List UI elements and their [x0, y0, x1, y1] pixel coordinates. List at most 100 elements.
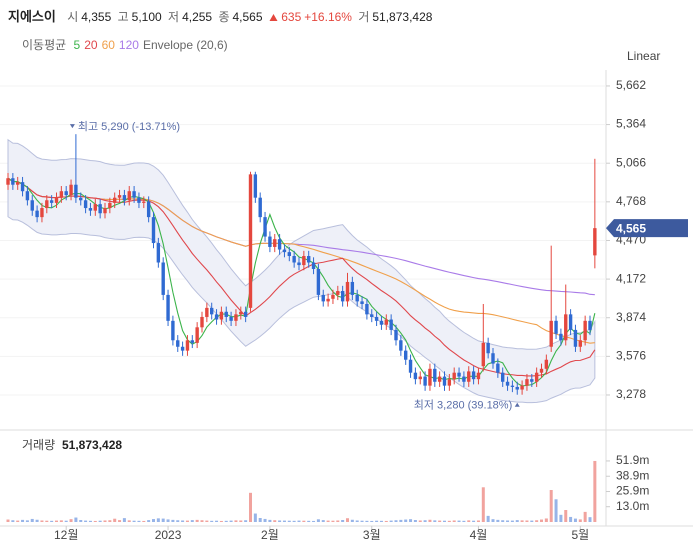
volume-bar — [171, 519, 175, 522]
candle-body — [534, 372, 539, 382]
candle-body — [234, 314, 238, 321]
volume-bar — [486, 515, 490, 522]
volume-bar — [573, 518, 577, 522]
candle-body — [549, 320, 553, 347]
candle-body — [176, 340, 180, 347]
volume-bar — [341, 520, 345, 522]
x-tick-label: 2월 — [261, 528, 279, 542]
candle-body — [568, 314, 573, 330]
candle-body — [93, 204, 97, 211]
candle-body — [108, 202, 112, 209]
candle-body — [370, 314, 374, 317]
volume-bar — [321, 520, 325, 522]
volume-bar — [472, 520, 476, 522]
candle-body — [282, 249, 287, 253]
candle-body — [360, 301, 364, 304]
volume-bar — [569, 516, 573, 522]
volume-bar — [152, 519, 155, 522]
candle-body — [467, 371, 471, 382]
volume-bar — [360, 520, 364, 522]
x-tick-label: 12월 — [54, 528, 78, 542]
volume-bar — [457, 520, 461, 522]
candle-body — [423, 376, 427, 386]
legend-entry[interactable]: 5 — [73, 38, 81, 52]
candle-body — [355, 294, 359, 302]
volume-bar — [297, 520, 301, 522]
candle-body — [471, 371, 476, 380]
volume-bar — [302, 520, 306, 522]
y-tick-label: 3,576 — [616, 349, 646, 363]
volume-bar — [122, 518, 126, 522]
volume-bar — [438, 520, 442, 522]
candle-body — [263, 217, 267, 237]
candle-body — [59, 191, 64, 198]
candle-body — [350, 281, 355, 295]
label: 시 — [67, 10, 79, 24]
candle-body — [331, 294, 335, 299]
candle-body — [384, 319, 388, 325]
candle-body — [340, 291, 345, 302]
volume-bar — [219, 520, 223, 522]
volume-bar — [263, 518, 267, 522]
high: 5,100 — [131, 10, 162, 24]
legend-entry[interactable]: Envelope (20,6) — [142, 38, 228, 52]
scale-label[interactable]: Linear — [627, 49, 660, 63]
volume-bar — [161, 518, 165, 522]
volume-bar — [210, 520, 214, 522]
volume-bar — [50, 520, 54, 522]
legend-entry[interactable]: 20 — [84, 38, 98, 52]
up-icon — [269, 14, 278, 22]
volume-bar — [132, 520, 136, 522]
y-tick-label: 4,768 — [616, 194, 646, 208]
x-tick-label: 2023 — [155, 528, 182, 542]
y-tick-label: 4,172 — [616, 271, 646, 285]
volume-bar — [239, 520, 243, 522]
annotation-marker — [69, 124, 75, 129]
volume-bar — [176, 520, 180, 522]
volume-bar — [593, 460, 597, 522]
y-tick-label: 5,364 — [616, 117, 646, 131]
candle-body — [302, 256, 306, 266]
y-tick-label: 51.9m — [616, 453, 649, 467]
volume-bar — [510, 520, 514, 522]
annotation-marker — [514, 402, 520, 407]
volume-bar — [578, 519, 582, 522]
candle-body — [316, 268, 321, 295]
candle-body — [404, 350, 408, 360]
candle-body — [166, 294, 170, 321]
candle-body — [311, 262, 316, 269]
legend-entry[interactable]: 60 — [101, 38, 115, 52]
y-tick-label: 3,874 — [616, 310, 646, 324]
candle-body — [525, 379, 529, 386]
candle-body — [520, 385, 524, 390]
volume-bar — [93, 520, 97, 522]
candle-body — [243, 311, 248, 317]
candle-body — [476, 372, 481, 380]
candle-body — [307, 256, 311, 263]
candle-body — [573, 329, 578, 347]
candle-body — [491, 353, 495, 364]
x-tick-label: 3월 — [363, 528, 381, 542]
candle-body — [142, 201, 146, 203]
volume-bar — [166, 519, 170, 522]
volume: 51,873,428 — [372, 10, 433, 24]
volume-bar — [540, 519, 543, 522]
candle-body — [171, 320, 175, 341]
volume-bar — [113, 518, 117, 522]
volume-bar — [583, 511, 587, 522]
legend-entry[interactable]: 120 — [118, 38, 139, 52]
candle-body — [389, 319, 393, 330]
candle-body — [98, 204, 102, 214]
candle-body — [399, 340, 403, 351]
candle-body — [277, 239, 282, 250]
candle-body — [287, 252, 291, 257]
candle-body — [248, 174, 253, 308]
candle-body — [554, 320, 558, 334]
candle-body — [544, 359, 549, 369]
volume-bar — [476, 520, 480, 522]
x-tick-label: 4월 — [470, 528, 488, 542]
open: 4,355 — [81, 10, 112, 24]
volume-bar — [287, 520, 291, 522]
volume-bar — [559, 514, 563, 522]
indicator-legend: 이동평균 5 20 60 120 Envelope (20,6) — [22, 36, 232, 53]
